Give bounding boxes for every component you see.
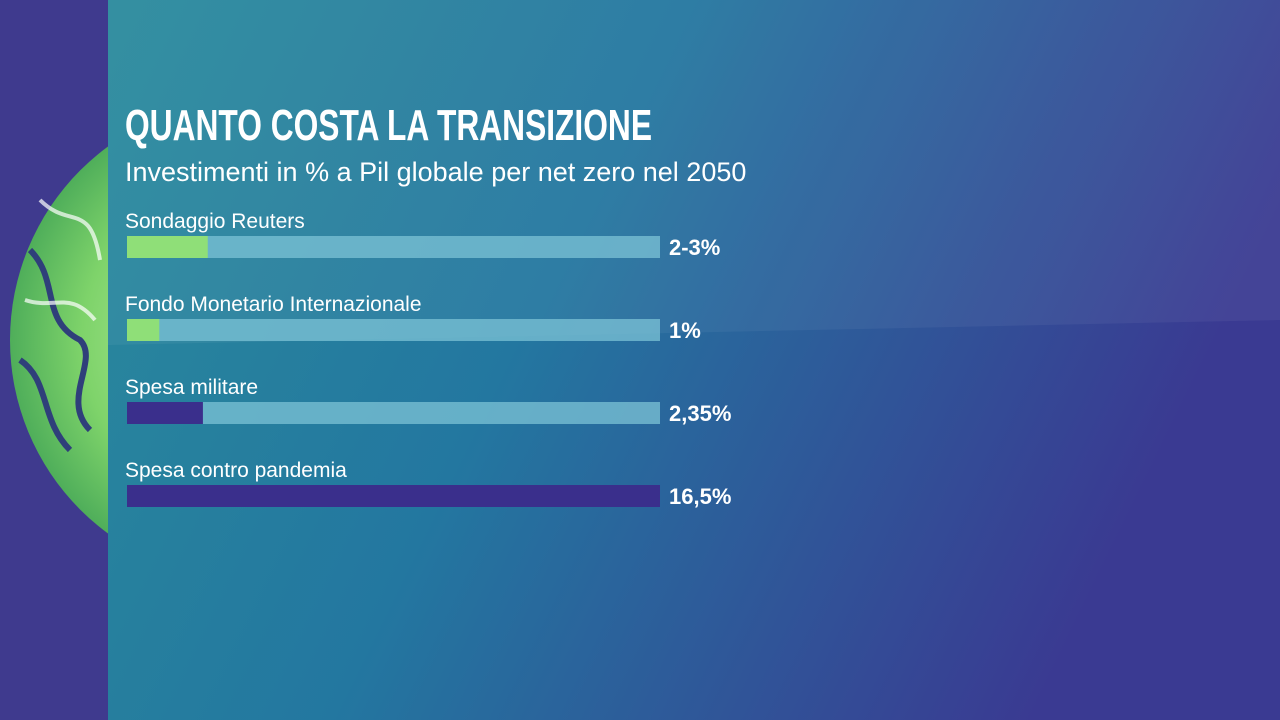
bar [127, 236, 208, 258]
bar [127, 402, 203, 424]
category-label: Spesa contro pandemia [125, 459, 347, 482]
category-label: Sondaggio Reuters [125, 210, 305, 233]
value-label: 1% [669, 318, 701, 343]
value-label: 2-3% [669, 235, 720, 260]
bar-track [127, 402, 660, 424]
bar-track [127, 319, 660, 341]
chart-subtitle: Investimenti in % a Pil globale per net … [125, 157, 746, 187]
value-label: 16,5% [669, 484, 731, 509]
bar [127, 485, 660, 507]
bar [127, 319, 160, 341]
bar-track [127, 236, 660, 258]
bars: Sondaggio Reuters 2-3% Fondo Monetario Int… [125, 210, 731, 509]
panel [108, 0, 1280, 720]
category-label: Fondo Monetario Internazionale [125, 293, 422, 316]
chart-title: QUANTO COSTA LA TRANSIZIONE [125, 101, 652, 150]
globe [10, 146, 108, 534]
light-band [108, 0, 1280, 345]
category-label: Spesa militare [125, 376, 258, 399]
value-label: 2,35% [669, 401, 731, 426]
